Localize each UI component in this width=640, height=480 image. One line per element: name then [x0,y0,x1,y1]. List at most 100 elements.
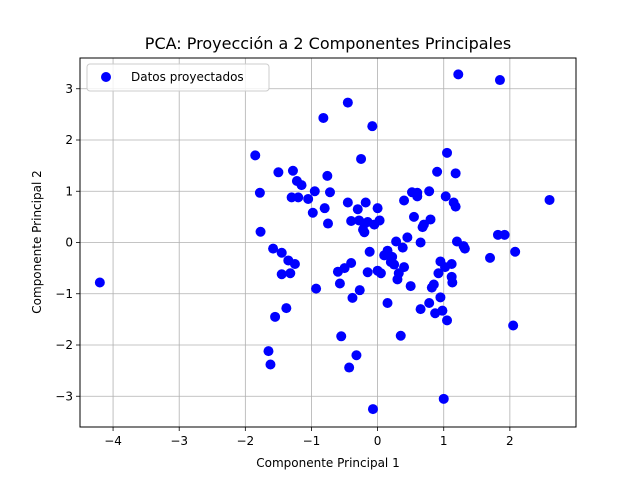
x-tick-label: 2 [506,434,514,448]
data-point [281,303,292,314]
x-tick-label: 1 [440,434,448,448]
data-point [268,243,279,254]
data-point [346,258,357,268]
data-point [270,311,281,322]
data-point [494,75,505,86]
data-point [250,150,261,161]
data-point [287,165,298,176]
data-point [356,153,367,164]
data-point [319,203,330,214]
data-point [432,166,443,177]
data-point [397,242,408,253]
data-point [435,292,446,303]
data-point [293,192,304,203]
x-tick-label: 0 [374,434,382,448]
data-point [437,305,448,316]
y-tick-label: 1 [65,184,73,198]
y-tick-label: −2 [55,338,73,352]
data-point [508,320,519,331]
data-point [459,243,470,254]
data-point [334,278,345,289]
data-point [442,315,453,326]
data-point [344,362,355,373]
chart-title: PCA: Proyección a 2 Componentes Principa… [145,34,511,53]
data-point [499,229,510,240]
data-point [276,247,287,258]
data-point [485,252,496,263]
data-point [395,330,406,341]
data-point [322,170,333,181]
legend-marker [101,72,111,82]
data-point [450,168,461,179]
y-tick-label: −1 [55,287,73,301]
data-point [424,297,435,308]
data-point [412,187,423,198]
data-point [428,279,439,290]
data-point [273,167,284,178]
data-point [447,277,458,288]
data-point [296,180,307,191]
data-point [265,359,276,370]
y-tick-label: 3 [65,82,73,96]
data-point [318,112,329,123]
data-point [442,147,453,158]
data-point [354,285,365,296]
y-tick-label: 0 [65,236,73,250]
data-point [359,227,370,238]
data-point [255,226,266,237]
legend-box [86,63,270,92]
data-point [352,204,363,215]
data-point [254,187,265,198]
data-point [453,69,464,80]
data-point [424,186,435,197]
data-point [263,346,274,357]
y-axis-ticks: −3 −2 −1 0 1 2 3 [55,82,80,403]
data-point [351,350,362,361]
data-point [389,259,400,270]
data-point [510,246,521,257]
y-tick-label: −3 [55,389,73,403]
x-tick-label: −2 [236,434,254,448]
data-point [289,259,300,270]
x-tick-label: −4 [104,434,122,448]
data-point [415,237,426,248]
data-point [372,203,383,214]
data-point [336,331,347,342]
data-point [276,269,287,280]
data-point [309,186,320,197]
data-point [307,207,318,218]
plot-area: −4 −3 −2 −1 0 1 2 −3 −2 −1 0 1 2 3 [55,57,577,448]
data-point [446,259,457,270]
x-tick-label: −3 [170,434,188,448]
data-point [360,197,371,208]
y-tick-label: 2 [65,133,73,147]
y-axis-label: Componente Principal 2 [30,170,44,313]
data-point [94,277,105,288]
data-point [303,193,314,204]
data-point [285,268,296,279]
legend-label: Datos proyectados [131,70,244,84]
data-point [399,195,410,206]
data-point [415,304,426,315]
data-point [402,232,413,243]
data-point [387,251,398,262]
x-axis-label: Componente Principal 1 [256,456,399,470]
data-point [438,393,449,404]
data-point [405,281,416,292]
data-point [391,236,402,247]
data-point [347,292,358,303]
data-point [440,191,451,202]
data-point [382,297,393,308]
data-point [342,197,353,208]
data-point [375,268,386,279]
data-point [364,246,375,257]
data-point [399,262,410,273]
data-point [425,214,436,225]
data-point [342,97,353,108]
data-point [408,211,419,222]
data-point [544,194,555,205]
data-point [323,218,333,229]
data-point [362,267,373,278]
data-point [450,201,461,212]
